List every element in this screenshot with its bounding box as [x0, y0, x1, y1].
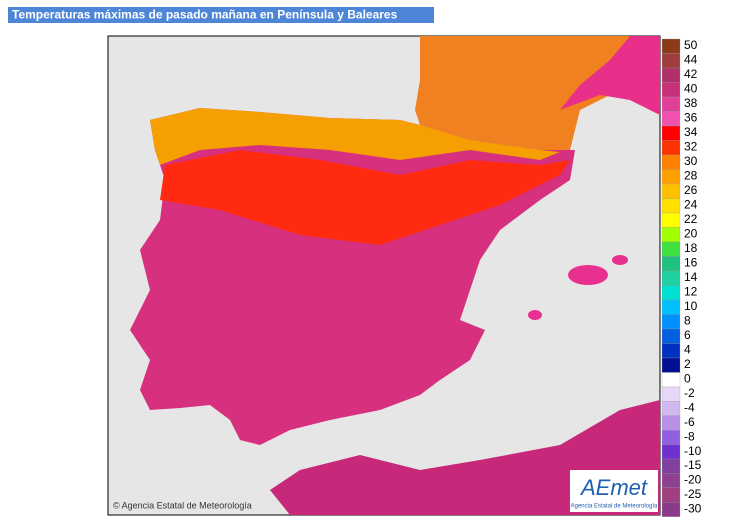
- legend-swatch: [661, 227, 681, 243]
- legend-swatch: [661, 357, 681, 373]
- legend-label: -25: [684, 487, 702, 501]
- legend-label: 30: [684, 154, 698, 168]
- france: [415, 36, 660, 150]
- legend-swatch: [661, 125, 681, 141]
- legend-swatch: [661, 502, 681, 517]
- legend-swatch: [661, 473, 681, 489]
- legend-label: -20: [684, 473, 702, 487]
- legend-swatch: [661, 212, 681, 228]
- legend-label: -4: [684, 401, 695, 415]
- legend-label: 24: [684, 198, 698, 212]
- legend-label: 20: [684, 227, 698, 241]
- legend-swatch: [661, 401, 681, 417]
- legend-label: 8: [684, 314, 691, 328]
- legend-label: -15: [684, 458, 702, 472]
- legend-swatch: [661, 430, 681, 445]
- logo-subtitle: Agencia Estatal de Meteorología: [571, 504, 658, 510]
- legend-swatch: [661, 183, 681, 199]
- legend-label: 32: [684, 140, 698, 154]
- ibiza: [528, 310, 542, 320]
- legend-label: 26: [684, 183, 698, 197]
- legend-swatch: [661, 241, 681, 257]
- legend-label: -30: [684, 501, 702, 515]
- menorca: [612, 255, 628, 265]
- legend-swatch: [661, 270, 681, 286]
- legend-swatch: [661, 314, 681, 330]
- legend-label: 4: [684, 343, 691, 357]
- legend: 5044424038363432302826242220181614121086…: [661, 38, 702, 517]
- legend-swatch: [661, 386, 681, 402]
- legend-swatch: [661, 154, 681, 170]
- legend-swatch: [661, 111, 681, 127]
- title-bar: [8, 7, 434, 23]
- legend-swatch: [661, 444, 681, 460]
- legend-label: 34: [684, 125, 698, 139]
- legend-label: 0: [684, 372, 691, 386]
- africa: [270, 400, 660, 515]
- legend-swatch: [661, 487, 681, 503]
- legend-swatch: [661, 299, 681, 315]
- legend-swatch: [661, 285, 681, 301]
- legend-label: -2: [684, 386, 695, 400]
- legend-swatch: [661, 198, 681, 214]
- logo-box: [570, 470, 658, 512]
- legend-label: 6: [684, 328, 691, 342]
- legend-label: 18: [684, 241, 698, 255]
- legend-label: 10: [684, 299, 698, 313]
- mallorca: [568, 265, 608, 285]
- legend-swatch: [661, 140, 681, 156]
- legend-label: 42: [684, 67, 698, 81]
- france-south: [560, 36, 660, 115]
- legend-swatch: [661, 328, 681, 344]
- legend-swatch: [661, 372, 681, 388]
- legend-label: 40: [684, 82, 698, 96]
- legend-swatch: [661, 343, 681, 359]
- title: Temperaturas máximas de pasado mañana en…: [12, 8, 398, 22]
- legend-label: 22: [684, 212, 698, 226]
- legend-swatch: [661, 38, 681, 54]
- map: © Agencia Estatal de Meteorología AEmet …: [107, 35, 661, 516]
- legend-swatch: [661, 67, 681, 83]
- legend-label: 50: [684, 38, 698, 52]
- legend-label: 44: [684, 53, 698, 67]
- legend-label: 14: [684, 270, 698, 284]
- legend-label: 28: [684, 169, 698, 183]
- legend-swatch: [661, 169, 681, 185]
- legend-swatch: [661, 96, 681, 112]
- legend-label: -8: [684, 429, 695, 443]
- legend-label: 2: [684, 357, 691, 371]
- legend-swatch: [661, 53, 681, 69]
- legend-swatch: [661, 458, 681, 474]
- legend-label: 38: [684, 96, 698, 110]
- legend-swatch: [661, 256, 681, 272]
- legend-label: 12: [684, 285, 698, 299]
- iberia-north-cool: [150, 108, 560, 165]
- legend-label: -10: [684, 444, 702, 458]
- legend-swatch: [661, 415, 681, 431]
- legend-swatch: [661, 82, 681, 98]
- legend-label: 16: [684, 256, 698, 270]
- legend-label: 36: [684, 111, 698, 125]
- iberia-north-warm: [160, 150, 570, 245]
- legend-label: -6: [684, 415, 695, 429]
- logo-name: AEmet: [579, 475, 648, 500]
- copyright: © Agencia Estatal de Meteorología: [113, 500, 252, 510]
